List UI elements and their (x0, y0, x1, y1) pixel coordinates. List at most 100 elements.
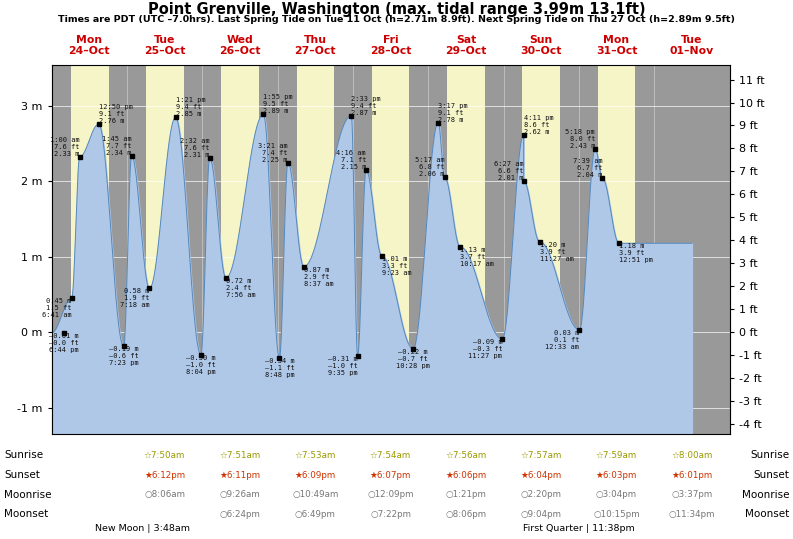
Bar (52, 65, 71, 434)
Text: 3:21 am
7.4 ft
2.25 m: 3:21 am 7.4 ft 2.25 m (259, 143, 288, 163)
Text: ○10:49am: ○10:49am (292, 490, 339, 499)
Text: ☆7:59am: ☆7:59am (596, 451, 638, 460)
Text: ☆7:53am: ☆7:53am (294, 451, 336, 460)
Text: 0.87 m
2.9 ft
8:37 am: 0.87 m 2.9 ft 8:37 am (304, 267, 334, 287)
Text: Sunrise: Sunrise (750, 451, 789, 460)
Text: 6:27 am
6.6 ft
2.01 m: 6:27 am 6.6 ft 2.01 m (494, 161, 523, 181)
Text: –0.19 m
–0.6 ft
7:23 pm: –0.19 m –0.6 ft 7:23 pm (109, 347, 139, 367)
Text: Sunrise: Sunrise (4, 451, 43, 460)
Text: ★6:04pm: ★6:04pm (520, 471, 562, 480)
Text: Sunset: Sunset (753, 471, 789, 480)
Bar (109, 65, 146, 434)
Text: 2:32 am
7.6 ft
2.31 m: 2:32 am 7.6 ft 2.31 m (180, 138, 209, 158)
Text: ○9:04pm: ○9:04pm (521, 510, 561, 519)
Text: –0.31 m
–1.0 ft
9:35 pm: –0.31 m –1.0 ft 9:35 pm (328, 356, 358, 376)
Bar (297, 65, 334, 434)
Bar (146, 65, 184, 434)
Text: 24–Oct: 24–Oct (68, 46, 110, 56)
Bar (259, 65, 297, 434)
Text: ☆7:56am: ☆7:56am (445, 451, 487, 460)
Text: 25–Oct: 25–Oct (144, 46, 186, 56)
Text: 3:17 pm
9.1 ft
2.78 m: 3:17 pm 9.1 ft 2.78 m (439, 103, 468, 123)
Text: ○3:37pm: ○3:37pm (671, 490, 713, 499)
Text: ★6:12pm: ★6:12pm (144, 471, 185, 480)
Text: 5:17 am
6.8 ft
2.06 m: 5:17 am 6.8 ft 2.06 m (415, 157, 445, 177)
Text: 1:55 pm
9.5 ft
2.89 m: 1:55 pm 9.5 ft 2.89 m (263, 94, 293, 114)
Text: 5:18 pm
8.0 ft
2.43 m: 5:18 pm 8.0 ft 2.43 m (565, 129, 596, 149)
Text: ○11:34pm: ○11:34pm (668, 510, 715, 519)
Text: 28–Oct: 28–Oct (370, 46, 412, 56)
Text: ★6:01pm: ★6:01pm (671, 471, 713, 480)
Text: Thu: Thu (304, 35, 327, 45)
Text: 31–Oct: 31–Oct (596, 46, 638, 56)
Text: 26–Oct: 26–Oct (219, 46, 261, 56)
Text: 2:33 pm
9.4 ft
2.87 m: 2:33 pm 9.4 ft 2.87 m (351, 96, 381, 116)
Bar (485, 65, 523, 434)
Text: 4:16 am
7.1 ft
2.15 m: 4:16 am 7.1 ft 2.15 m (336, 150, 366, 170)
Text: 0.58 m
1.9 ft
7:18 am: 0.58 m 1.9 ft 7:18 am (120, 288, 149, 308)
Text: 0.45 m
1.5 ft
6:41 am: 0.45 m 1.5 ft 6:41 am (42, 298, 71, 318)
Text: Mon: Mon (603, 35, 630, 45)
Text: Sunset: Sunset (4, 471, 40, 480)
Text: Moonset: Moonset (745, 509, 789, 519)
Bar (71, 65, 109, 434)
Text: Times are PDT (UTC –7.0hrs). Last Spring Tide on Tue 11 Oct (h=2.71m 8.9ft). Nex: Times are PDT (UTC –7.0hrs). Last Spring… (58, 15, 735, 24)
Text: ★6:06pm: ★6:06pm (445, 471, 487, 480)
Text: Moonrise: Moonrise (4, 490, 52, 500)
Text: ★6:03pm: ★6:03pm (596, 471, 638, 480)
Text: –0.34 m
–1.1 ft
8:48 pm: –0.34 m –1.1 ft 8:48 pm (265, 358, 294, 378)
Text: ○6:49pm: ○6:49pm (295, 510, 335, 519)
Text: 1.18 m
3.9 ft
12:51 pm: 1.18 m 3.9 ft 12:51 pm (619, 243, 653, 263)
Bar (334, 65, 372, 434)
Text: 29–Oct: 29–Oct (445, 46, 487, 56)
Text: 7:39 am
6.7 ft
2.04 m: 7:39 am 6.7 ft 2.04 m (573, 158, 603, 178)
Text: ★6:09pm: ★6:09pm (294, 471, 336, 480)
Text: –0.01 m
–0.0 ft
6:44 pm: –0.01 m –0.0 ft 6:44 pm (49, 333, 79, 353)
Text: Point Grenville, Washington (max. tidal range 3.99m 13.1ft): Point Grenville, Washington (max. tidal … (147, 2, 646, 17)
Text: 4:11 pm
8.6 ft
2.62 m: 4:11 pm 8.6 ft 2.62 m (523, 115, 554, 135)
Text: –0.09 m
–0.3 ft
11:27 pm: –0.09 m –0.3 ft 11:27 pm (469, 339, 502, 359)
Text: 1:21 pm
9.4 ft
2.85 m: 1:21 pm 9.4 ft 2.85 m (175, 98, 205, 118)
Text: 1.13 m
3.7 ft
10:17 am: 1.13 m 3.7 ft 10:17 am (460, 247, 494, 267)
Bar (409, 65, 447, 434)
Text: –0.30 m
–1.0 ft
8:04 pm: –0.30 m –1.0 ft 8:04 pm (186, 355, 216, 375)
Bar (560, 65, 598, 434)
Text: 0.72 m
2.4 ft
7:56 am: 0.72 m 2.4 ft 7:56 am (226, 278, 255, 298)
Bar (598, 65, 635, 434)
Text: 1.20 m
3.9 ft
11:27 am: 1.20 m 3.9 ft 11:27 am (540, 242, 573, 262)
Text: 30–Oct: 30–Oct (520, 46, 562, 56)
Bar (221, 65, 259, 434)
Bar (523, 65, 560, 434)
Text: –0.22 m
–0.7 ft
10:28 pm: –0.22 m –0.7 ft 10:28 pm (396, 349, 430, 369)
Text: ☆7:51am: ☆7:51am (219, 451, 261, 460)
Text: Tue: Tue (154, 35, 175, 45)
Text: ○8:06pm: ○8:06pm (446, 510, 486, 519)
Bar (447, 65, 485, 434)
Text: ○10:15pm: ○10:15pm (593, 510, 640, 519)
Text: Mon: Mon (76, 35, 102, 45)
Text: 01–Nov: 01–Nov (670, 46, 714, 56)
Text: ○12:09pm: ○12:09pm (367, 490, 414, 499)
Text: 1:45 am
7.7 ft
2.34 m: 1:45 am 7.7 ft 2.34 m (102, 136, 132, 156)
Text: ○2:20pm: ○2:20pm (521, 490, 561, 499)
Text: ☆8:00am: ☆8:00am (671, 451, 713, 460)
Text: Wed: Wed (227, 35, 253, 45)
Text: 12:50 pm
9.1 ft
2.76 m: 12:50 pm 9.1 ft 2.76 m (98, 104, 132, 124)
Text: 1.01 m
3.3 ft
9:23 am: 1.01 m 3.3 ft 9:23 am (382, 256, 412, 276)
Text: ☆7:54am: ☆7:54am (370, 451, 412, 460)
Text: ☆7:50am: ☆7:50am (144, 451, 186, 460)
Text: 27–Oct: 27–Oct (294, 46, 336, 56)
Text: 0.03 m
0.1 ft
12:33 am: 0.03 m 0.1 ft 12:33 am (546, 330, 580, 350)
Text: Sat: Sat (456, 35, 476, 45)
Bar (635, 65, 730, 434)
Bar (184, 65, 221, 434)
Text: ○9:26am: ○9:26am (220, 490, 260, 499)
Text: ★6:07pm: ★6:07pm (370, 471, 412, 480)
Text: Moonset: Moonset (4, 509, 48, 519)
Text: Sun: Sun (530, 35, 553, 45)
Text: ○3:04pm: ○3:04pm (596, 490, 637, 499)
Text: ○6:24pm: ○6:24pm (220, 510, 260, 519)
Text: ○7:22pm: ○7:22pm (370, 510, 411, 519)
Text: Fri: Fri (383, 35, 398, 45)
Text: 1:00 am
7.6 ft
2.33 m: 1:00 am 7.6 ft 2.33 m (50, 136, 80, 157)
